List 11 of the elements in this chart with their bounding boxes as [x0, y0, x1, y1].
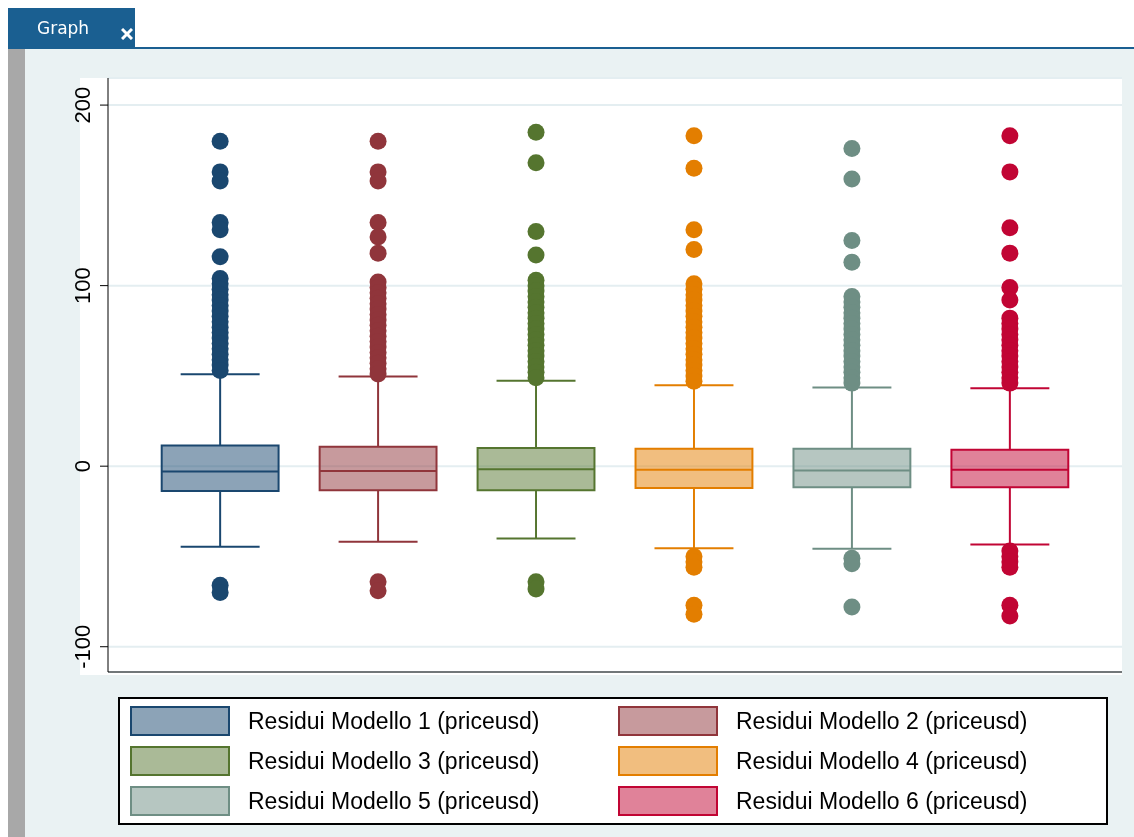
legend-label: Residui Modello 5 (priceusd) — [248, 787, 540, 815]
y-tick-label: 100 — [70, 267, 95, 304]
y-tick-label: 200 — [70, 86, 95, 124]
legend-label: Residui Modello 6 (priceusd) — [736, 787, 1028, 815]
legend-label: Residui Modello 2 (priceusd) — [736, 707, 1028, 735]
legend-label: Residui Modello 1 (priceusd) — [248, 707, 540, 735]
y-tick-label: 0 — [70, 460, 95, 473]
legend-label: Residui Modello 3 (priceusd) — [248, 747, 540, 775]
legend-label: Residui Modello 4 (priceusd) — [736, 747, 1028, 775]
text: Graph — [37, 18, 90, 38]
y-tick-label: -100 — [70, 624, 95, 669]
